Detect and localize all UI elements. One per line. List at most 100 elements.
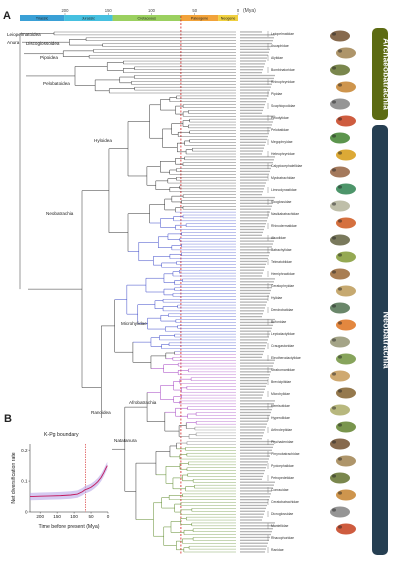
period-3 [180,15,219,21]
frog-icon [330,370,350,382]
family-label: Arthroleptidae [271,428,292,432]
time-axis-ticks: 200 150 100 50 0 [61,8,240,15]
rate-confidence-band [30,461,108,501]
panel-b-label: B [4,413,12,425]
frog-icon [330,132,350,144]
family-label: Ceratobatrachidae [271,500,299,504]
frog-icon [330,200,350,212]
clade-pelobatoidea: Pelobatoidea [43,81,70,86]
clade-microhylidae: Microhylidae [121,321,147,326]
frog-icon [336,149,356,161]
x-tick-label: 50 [88,514,94,519]
panel-a-label: A [3,10,11,22]
time-tick-label: 0 [237,8,240,13]
time-tick-label: 200 [61,8,69,13]
family-label: Scaphiopodidae [271,104,295,108]
family-label: Telmatobiidae [271,260,292,264]
family-label: Alytidae [271,56,283,60]
frog-icon [336,319,356,331]
rate-line [29,465,108,497]
clade-natatanura: Natatanura [114,438,137,443]
x-tick-label: 100 [70,514,78,519]
clade-ranoidea: Ranoidea [91,410,111,415]
period-0 [20,15,65,21]
family-label: Dendrobatidae [271,308,293,312]
frog-icon [336,285,356,297]
family-label: Microhylidae [271,392,290,396]
period-label: Paleogene [191,17,208,21]
frog-icon [336,251,356,263]
frog-icon [336,183,356,195]
frog-icon [330,98,350,110]
period-label: Triassic [36,17,48,21]
frog-icon [336,115,356,127]
family-label: Pyxicephalidae [271,464,294,468]
neobatrachia-label: Neobatrachia [382,311,392,369]
family-label: Bombinatoridae [271,68,295,72]
x-tick-label: 0 [107,514,110,519]
frog-icon [336,421,356,433]
family-label: Leiopelmatidae [271,32,294,36]
period-1 [64,15,113,21]
family-label: Ascaphidae [271,44,289,48]
frog-icon [330,30,350,42]
frog-icon [330,64,350,76]
period-label: Jurassic [82,17,95,21]
family-label: Limnodynastidae [271,188,297,192]
clade-neobatrachia: Neobatrachia [46,211,74,216]
clade-hyloidea: Hyloidea [94,138,112,143]
family-label: Eleutherodactylidae [271,356,301,360]
x-tick-label: 150 [53,514,61,519]
frog-icon [336,455,356,467]
family-label: Strabomantidae [271,368,295,372]
family-labels: Leiopelmatidae Ascaphidae Alytidae Bombinat… [267,31,302,553]
clade-afrobatrachia: Afrobatrachia [129,400,157,405]
frog-icon [330,404,350,416]
family-label: Megophryidae [271,140,293,144]
frog-icon [336,81,356,93]
frog-illustrations [330,30,356,535]
y-tick-label: 0.2 [21,448,28,453]
kpg-annotation: K-Pg boundary [44,432,79,438]
family-label: Nasikabatrachidae [271,212,299,216]
mya-unit-label: (Mya) [243,8,256,14]
frog-icon [330,302,350,314]
family-label: Hemiphractidae [271,272,295,276]
clade-anura: Anura [7,40,20,45]
family-label: Craugastoridae [271,344,294,348]
frog-icon [336,217,356,229]
family-label: Batrachylidae [271,248,292,252]
clade-pipoidea: Pipoidea [40,55,58,60]
period-label: Cretaceous [138,17,157,21]
family-label: Leptodactylidae [271,332,295,336]
time-tick-label: 50 [192,8,197,13]
frog-icon [330,268,350,280]
family-label: Pipidae [271,92,282,96]
family-label: Bufonidae [271,320,286,324]
x-tick-label: 200 [36,514,44,519]
family-label: Rhinophrynidae [271,80,295,84]
period-2 [112,15,181,21]
archaeobatrachia-label: Archaeobatrachia [382,38,392,110]
family-label: Sooglossidae [271,200,291,204]
x-axis-label: Time before present (Mya) [39,524,100,530]
frog-icon [330,336,350,348]
family-label: Myobatrachidae [271,176,295,180]
family-label: Conrauidae [271,488,289,492]
family-label: Brevicipitidae [271,380,291,384]
archaeobatrachia-band [372,28,388,120]
frog-icon [336,353,356,365]
phylogenetic-tree [19,31,275,553]
geologic-timescale: Triassic Jurassic Cretaceous Paleogene Neoge… [20,15,238,21]
y-tick-label: 0.1 [21,479,28,484]
family-label: Pelobatidae [271,128,289,132]
frog-icon [330,438,350,450]
clade-labels: Leiopelmatoidea Anura Discoglossoidea Pi… [7,32,157,443]
y-axis-label: Net diversification rate [11,452,17,503]
frog-icon [336,489,356,501]
neobatrachia-band [372,125,388,555]
clade-discoglossoidea: Discoglossoidea [26,41,60,46]
frog-icon [330,506,350,518]
family-label: Mantellidae [271,524,288,528]
